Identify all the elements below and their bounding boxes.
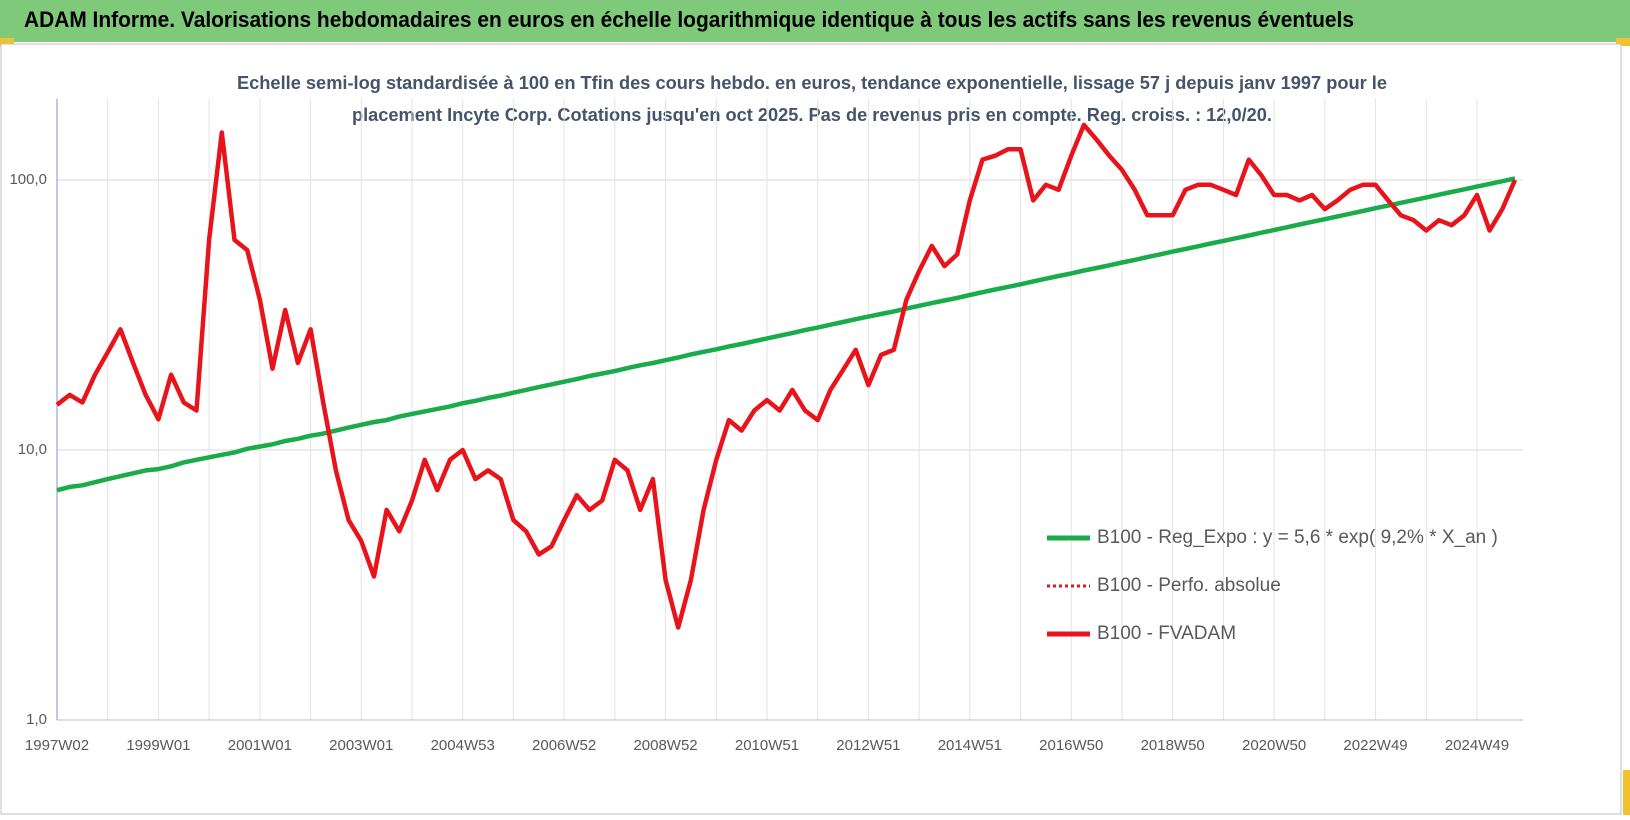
x-tick-label: 2004W53 xyxy=(431,737,495,754)
x-tick-label: 1997W02 xyxy=(25,737,89,754)
x-tick-label: 2010W51 xyxy=(735,737,799,754)
legend-label: B100 - Reg_Expo : y = 5,6 * exp( 9,2% * … xyxy=(1097,527,1498,548)
chart-title: ADAM Informe. Valorisations hebdomadaire… xyxy=(24,7,1354,32)
corner-mark xyxy=(1616,38,1630,46)
x-tick-label: 2014W51 xyxy=(938,737,1002,754)
corner-mark xyxy=(1623,770,1630,815)
legend-label: B100 - FVADAM xyxy=(1097,623,1236,644)
x-tick-label: 2012W51 xyxy=(836,737,900,754)
x-tick-label: 2018W50 xyxy=(1141,737,1205,754)
x-tick-label: 2024W49 xyxy=(1445,737,1509,754)
header-bar xyxy=(0,0,1630,42)
chart-frame xyxy=(0,43,1622,815)
corner-mark xyxy=(0,38,14,46)
x-tick-label: 1999W01 xyxy=(126,737,190,754)
chart-subtitle: Echelle semi-log standardisée à 100 en T… xyxy=(237,73,1387,93)
x-tick-label: 2003W01 xyxy=(329,737,393,754)
x-tick-label: 2016W50 xyxy=(1039,737,1103,754)
chart-subtitle: placement Incyte Corp. Cotations jusqu'e… xyxy=(352,105,1272,125)
x-tick-label: 2006W52 xyxy=(532,737,596,754)
y-tick-label: 1,0 xyxy=(26,711,47,728)
series-line xyxy=(56,176,1516,493)
x-tick-label: 2001W01 xyxy=(228,737,292,754)
series-line xyxy=(55,122,1518,630)
y-tick-label: 100,0 xyxy=(9,171,47,188)
x-tick-label: 2008W52 xyxy=(633,737,697,754)
y-tick-label: 10,0 xyxy=(18,441,47,458)
x-tick-label: 2022W49 xyxy=(1343,737,1407,754)
x-tick-label: 2020W50 xyxy=(1242,737,1306,754)
legend-label: B100 - Perfo. absolue xyxy=(1097,575,1281,596)
